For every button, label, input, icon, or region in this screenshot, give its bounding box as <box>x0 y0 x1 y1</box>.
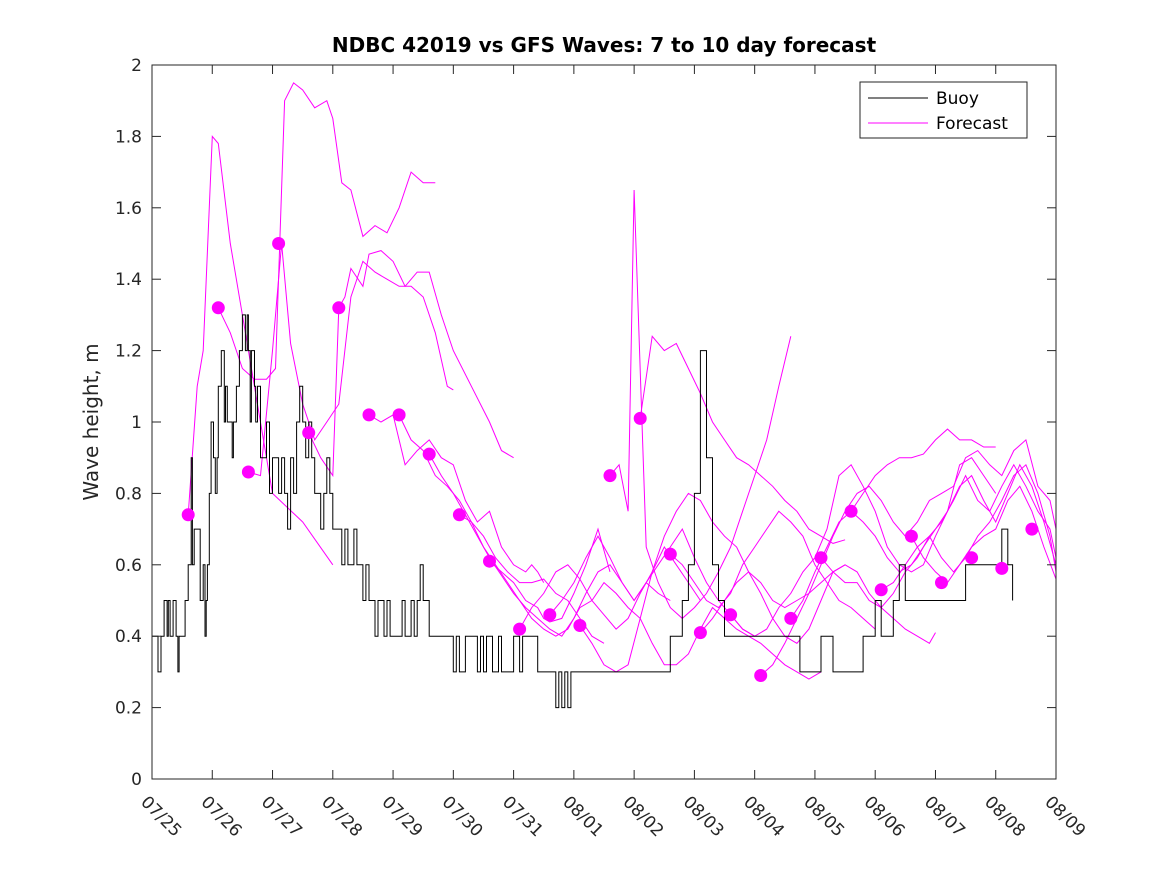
forecast-point <box>211 301 225 315</box>
forecast-line-14 <box>669 510 876 630</box>
forecast-point <box>754 669 768 682</box>
forecast-point <box>422 447 436 461</box>
x-tick-label: 08/07 <box>920 792 969 841</box>
forecast-point <box>904 529 918 543</box>
x-tick-label: 07/30 <box>438 792 487 841</box>
forecast-line-13 <box>639 335 846 544</box>
y-tick-label: 0.8 <box>115 484 142 504</box>
x-tick-label: 07/25 <box>136 792 185 841</box>
forecast-point <box>302 426 316 440</box>
forecast-line-18 <box>790 428 996 619</box>
forecast-point <box>874 583 888 597</box>
y-tick-label: 1.8 <box>115 127 142 147</box>
legend-box <box>859 81 1028 139</box>
forecast-line-4 <box>368 414 545 583</box>
plot-area <box>152 82 1057 709</box>
legend-buoy-label: Buoy <box>936 89 979 109</box>
forecast-point <box>181 508 195 522</box>
x-tick-label: 08/06 <box>860 792 909 841</box>
forecast-line-19 <box>820 463 1057 609</box>
y-tick-label: 1.2 <box>115 342 142 362</box>
x-tick-label: 07/28 <box>317 792 366 841</box>
x-tick-label: 08/01 <box>558 792 607 841</box>
x-tick-label: 07/26 <box>197 792 246 841</box>
forecast-point <box>1025 522 1039 536</box>
forecast-line-12 <box>609 189 792 620</box>
x-tick-label: 08/05 <box>799 792 848 841</box>
forecast-point <box>392 408 406 422</box>
forecast-line-0 <box>187 135 334 566</box>
x-tick-label: 08/08 <box>980 792 1029 841</box>
forecast-point <box>814 551 828 565</box>
chart-title: NDBC 42019 vs GFS Waves: 7 to 10 day for… <box>332 33 877 57</box>
forecast-point <box>965 551 979 565</box>
forecast-point <box>241 465 255 479</box>
forecast-line-3 <box>308 250 514 478</box>
y-tick-label: 0.6 <box>115 556 142 576</box>
forecast-point <box>543 608 557 622</box>
forecast-point <box>452 508 466 522</box>
forecast-point <box>935 576 948 590</box>
forecast-line-20 <box>850 463 1057 573</box>
x-tick-label: 08/04 <box>739 792 788 841</box>
y-tick-label: 2 <box>131 56 142 76</box>
forecast-line-2 <box>248 243 454 477</box>
forecast-line-5 <box>398 414 605 644</box>
forecast-point <box>332 301 346 315</box>
forecast-line-16 <box>730 457 997 637</box>
y-tick-label: 0.4 <box>115 627 142 647</box>
legend-forecast-label: Forecast <box>936 114 1008 134</box>
forecast-point <box>995 561 1009 575</box>
forecast-point <box>603 469 617 483</box>
y-tick-label: 1 <box>131 413 142 433</box>
forecast-line-17 <box>760 438 1057 676</box>
forecast-point <box>633 411 647 425</box>
x-tick-label: 07/31 <box>498 792 547 841</box>
legend: Buoy Forecast <box>859 81 1028 139</box>
forecast-point <box>483 554 496 568</box>
y-tick-label: 0 <box>131 770 142 790</box>
buoy-line <box>152 314 1014 709</box>
x-tick-label: 07/29 <box>378 792 427 841</box>
x-tick-label: 07/27 <box>257 792 306 841</box>
forecast-point <box>724 608 738 622</box>
forecast-line-8 <box>489 527 611 623</box>
forecast-point <box>844 504 858 518</box>
forecast-point <box>573 619 587 632</box>
x-tick-label: 08/02 <box>619 792 668 841</box>
y-tick-label: 1.4 <box>115 270 142 290</box>
forecast-point <box>784 611 798 625</box>
forecast-point <box>513 622 527 636</box>
x-tick-label: 08/03 <box>679 792 728 841</box>
y-tick-label: 1.6 <box>115 199 142 219</box>
x-tick-label: 08/09 <box>1040 792 1089 841</box>
forecast-point <box>272 237 286 250</box>
forecast-line-22 <box>910 485 1057 584</box>
y-tick-label: 0.2 <box>115 699 142 719</box>
forecast-point <box>693 626 707 640</box>
forecast-line-15 <box>700 564 936 644</box>
forecast-line-1 <box>217 82 436 380</box>
forecast-point <box>663 547 677 561</box>
y-axis-label: Wave height, m <box>79 343 103 500</box>
forecast-point <box>362 408 376 422</box>
